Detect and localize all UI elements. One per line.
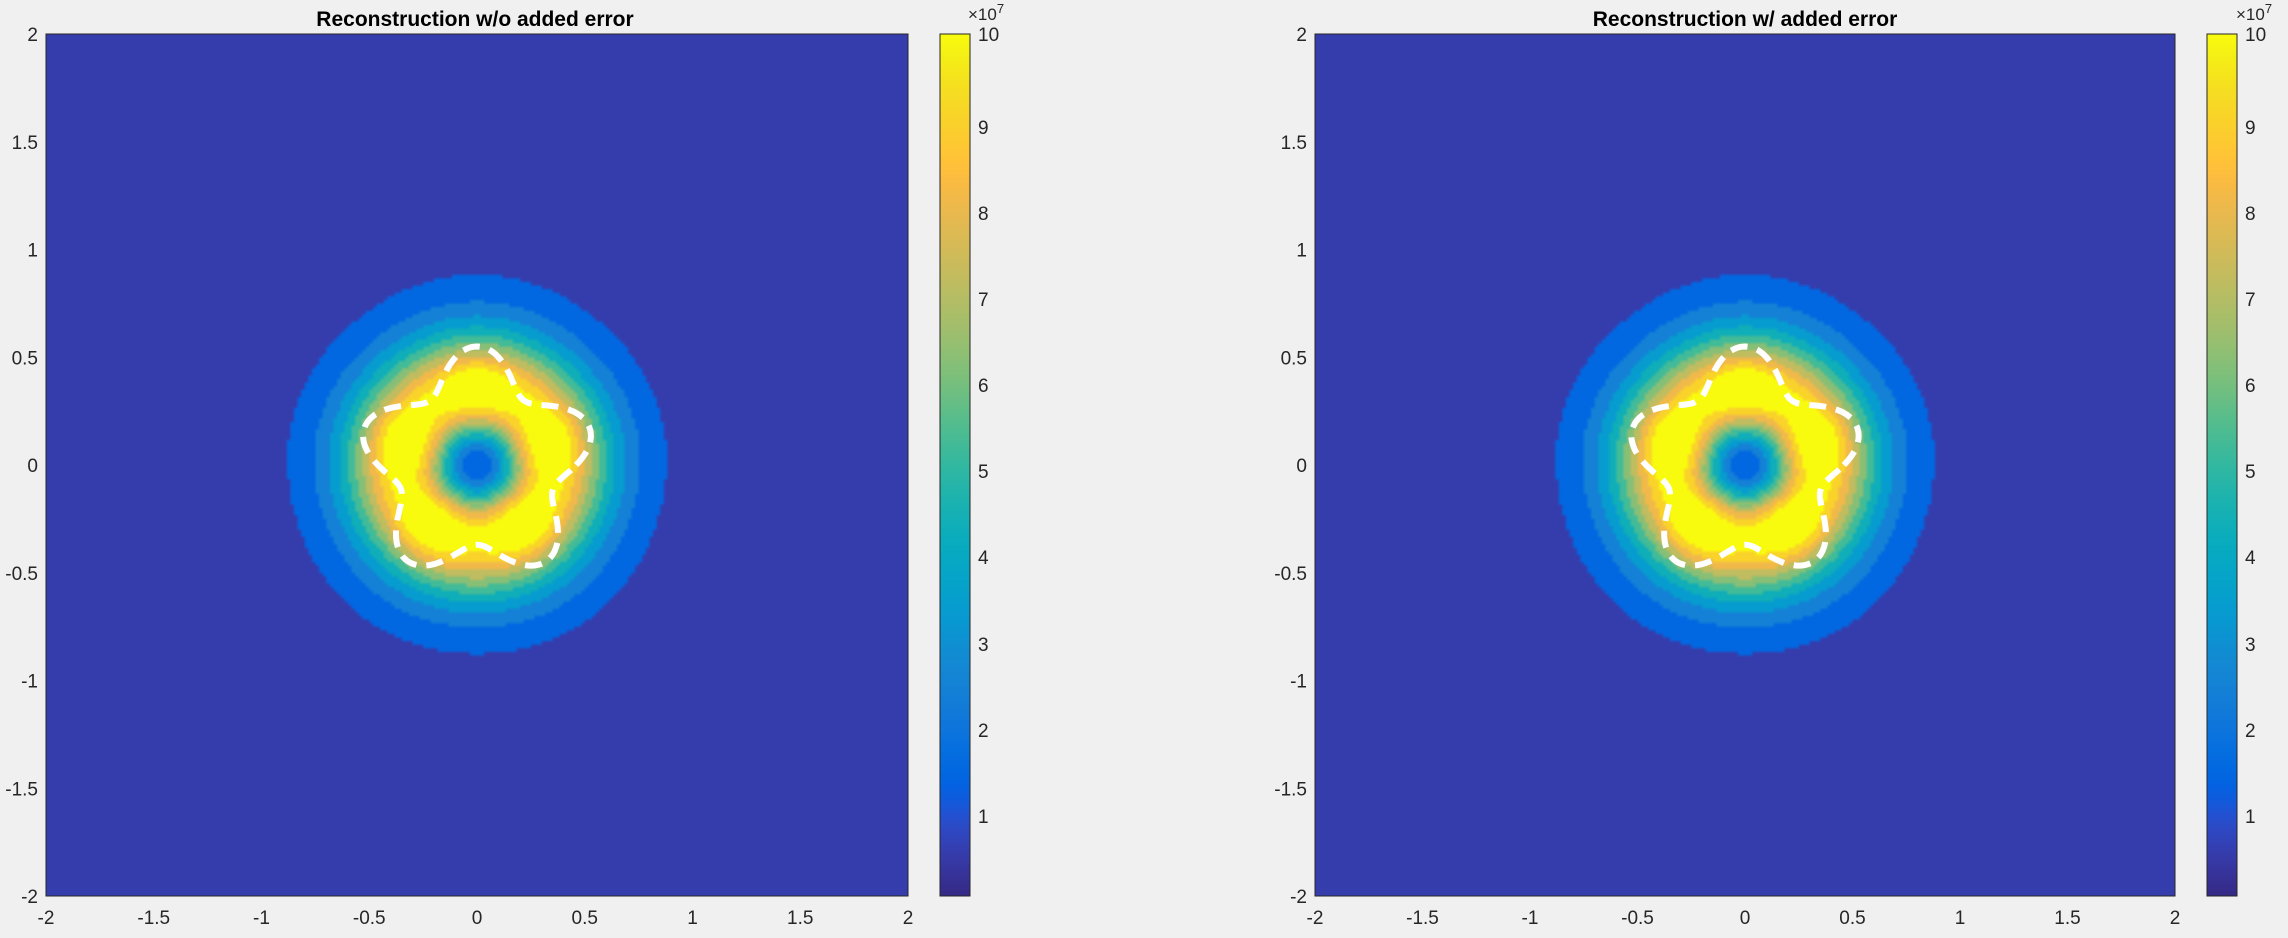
right-x-tick-label: 1 (1955, 908, 1966, 929)
left-axes-frame (45, 33, 909, 897)
right-colorbar-tick-label: 1 (2245, 807, 2256, 828)
left-colorbar-exponent: ×107 (968, 1, 1004, 24)
left-colorbar-gradient (940, 34, 970, 896)
left-contour-plot (45, 33, 909, 897)
right-x-axis: -2 -1.5 -1 -0.5 0 0.5 1 1.5 2 (1307, 908, 2181, 929)
left-y-tick-label: -1 (21, 672, 38, 693)
left-x-tick-label: -1 (253, 908, 270, 929)
right-y-tick-label: 0.5 (1281, 348, 1307, 369)
right-y-tick-label: 2 (1296, 25, 1307, 46)
left-x-tick-label: 0 (472, 908, 483, 929)
right-colorbar-exponent: ×107 (2236, 1, 2272, 24)
right-boundary-dashed-line (1628, 343, 1862, 569)
left-y-tick-label: 1 (27, 241, 38, 262)
right-contour-image (1315, 34, 2175, 896)
right-y-tick-label: 1.5 (1281, 133, 1307, 154)
left-y-axis: 2 1.5 1 0.5 0 -0.5 -1 -1.5 -2 (5, 25, 38, 908)
right-x-tick-label: 0.5 (1839, 908, 1865, 929)
left-colorbar-tick-label: 8 (978, 204, 989, 225)
left-x-tick-label: 1 (687, 908, 698, 929)
left-y-tick-label: -0.5 (5, 564, 38, 585)
left-x-tick-label: -0.5 (353, 908, 386, 929)
left-y-tick-label: 2 (27, 25, 38, 46)
left-x-tick-label: 2 (903, 908, 914, 929)
right-x-tick-label: -0.5 (1621, 908, 1654, 929)
right-colorbar-tick-label: 3 (2245, 635, 2256, 656)
right-x-tick-label: 1.5 (2054, 908, 2080, 929)
right-colorbar-tick-label: 10 (2245, 25, 2266, 46)
right-y-tick-label: -2 (1290, 887, 1307, 908)
left-y-tick-label: -1.5 (5, 779, 38, 800)
right-colorbar: ×107 1 2 3 4 5 6 7 8 9 10 (2206, 1, 2272, 897)
right-x-tick-label: -1 (1522, 908, 1539, 929)
left-plot-title: Reconstruction w/o added error (316, 8, 633, 31)
left-x-tick-label: -1.5 (137, 908, 170, 929)
right-colorbar-tick-label: 2 (2245, 721, 2256, 742)
left-colorbar-tick-label: 7 (978, 290, 989, 311)
right-x-tick-label: 2 (2170, 908, 2181, 929)
left-x-tick-label: -2 (38, 908, 55, 929)
left-colorbar-tick-label: 10 (978, 25, 999, 46)
right-axes-frame (1314, 33, 2176, 897)
left-colorbar: ×107 1 2 3 4 5 6 7 8 9 10 (939, 1, 1004, 897)
right-y-tick-label: -1 (1290, 672, 1307, 693)
left-contour-image (46, 34, 908, 896)
right-colorbar-tick-label: 8 (2245, 204, 2256, 225)
right-colorbar-tick-label: 9 (2245, 118, 2256, 139)
right-colorbar-tick-label: 5 (2245, 462, 2256, 483)
right-x-tick-label: -1.5 (1406, 908, 1439, 929)
right-colorbar-frame (2206, 33, 2238, 897)
left-y-tick-label: 0 (27, 456, 38, 477)
right-y-tick-label: -1.5 (1274, 779, 1307, 800)
right-contour-plot (1314, 33, 2176, 897)
right-y-tick-label: 1 (1296, 241, 1307, 262)
left-colorbar-tick-label: 3 (978, 635, 989, 656)
right-y-tick-label: -0.5 (1274, 564, 1307, 585)
right-y-tick-label: 0 (1296, 456, 1307, 477)
right-colorbar-tick-label: 7 (2245, 290, 2256, 311)
right-subplot: Reconstruction w/ added error -2 -1.5 -1… (1274, 1, 2272, 929)
right-colorbar-tick-label: 4 (2245, 548, 2256, 569)
left-x-axis: -2 -1.5 -1 -0.5 0 0.5 1 1.5 2 (38, 908, 914, 929)
right-x-tick-label: 0 (1740, 908, 1751, 929)
left-colorbar-tick-label: 1 (978, 807, 989, 828)
left-subplot: Reconstruction w/o added error -2 -1.5 -… (5, 1, 1004, 929)
right-colorbar-gradient (2207, 34, 2237, 896)
left-x-tick-label: 1.5 (787, 908, 813, 929)
left-colorbar-frame (939, 33, 971, 897)
left-boundary-dashed-line (360, 343, 594, 569)
left-colorbar-tick-label: 4 (978, 548, 989, 569)
left-colorbar-tick-label: 2 (978, 721, 989, 742)
right-colorbar-tick-label: 6 (2245, 376, 2256, 397)
right-plot-title: Reconstruction w/ added error (1593, 8, 1898, 31)
left-y-tick-label: -2 (21, 887, 38, 908)
left-colorbar-tick-label: 5 (978, 462, 989, 483)
left-x-tick-label: 0.5 (572, 908, 598, 929)
left-colorbar-tick-label: 6 (978, 376, 989, 397)
left-colorbar-tick-label: 9 (978, 118, 989, 139)
left-y-tick-label: 1.5 (12, 133, 38, 154)
right-x-tick-label: -2 (1307, 908, 1324, 929)
right-y-axis: 2 1.5 1 0.5 0 -0.5 -1 -1.5 -2 (1274, 25, 1307, 908)
left-y-tick-label: 0.5 (12, 348, 38, 369)
